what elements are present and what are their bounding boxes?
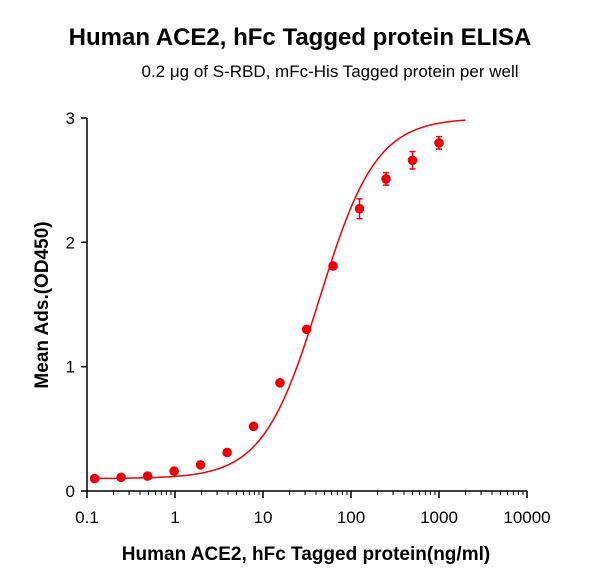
data-point bbox=[222, 447, 232, 458]
data-point bbox=[89, 473, 100, 484]
fit-curve bbox=[94, 119, 466, 480]
data-point bbox=[275, 378, 285, 388]
data-point bbox=[354, 203, 365, 214]
data-point bbox=[169, 466, 179, 476]
x-tick-label: 10 bbox=[254, 508, 273, 527]
x-tick-label: 10000 bbox=[503, 508, 550, 527]
fit-curve-layer bbox=[94, 119, 466, 480]
x-axis-label: Human ACE2, hFc Tagged protein(ng/ml) bbox=[122, 544, 490, 565]
x-tick-label: 1000 bbox=[420, 508, 458, 527]
data-points-layer bbox=[89, 135, 444, 484]
chart-title: Human ACE2, hFc Tagged protein ELISA bbox=[68, 24, 532, 51]
data-point bbox=[142, 471, 153, 481]
axes: 0 1 2 3 0.1 1 10 100 1000 10000 bbox=[66, 109, 551, 527]
x-tick-label: 100 bbox=[337, 508, 365, 527]
data-point bbox=[407, 155, 418, 166]
x-tick-label: 1 bbox=[170, 508, 179, 527]
y-axis-label: Mean Ads.(OD450) bbox=[32, 221, 53, 388]
y-tick-label: 0 bbox=[66, 482, 75, 501]
data-point bbox=[248, 421, 259, 432]
data-point bbox=[328, 261, 338, 271]
y-tick-label: 3 bbox=[66, 109, 75, 128]
y-tick-label: 2 bbox=[66, 233, 75, 252]
data-point bbox=[195, 460, 206, 470]
data-point bbox=[301, 324, 312, 335]
data-point bbox=[116, 472, 126, 483]
data-point bbox=[381, 174, 391, 184]
chart-subtitle: 0.2 μg of S-RBD, mFc-His Tagged protein … bbox=[141, 62, 519, 81]
x-tick-label: 0.1 bbox=[75, 508, 99, 527]
data-point bbox=[434, 138, 444, 148]
y-tick-label: 1 bbox=[66, 358, 75, 377]
